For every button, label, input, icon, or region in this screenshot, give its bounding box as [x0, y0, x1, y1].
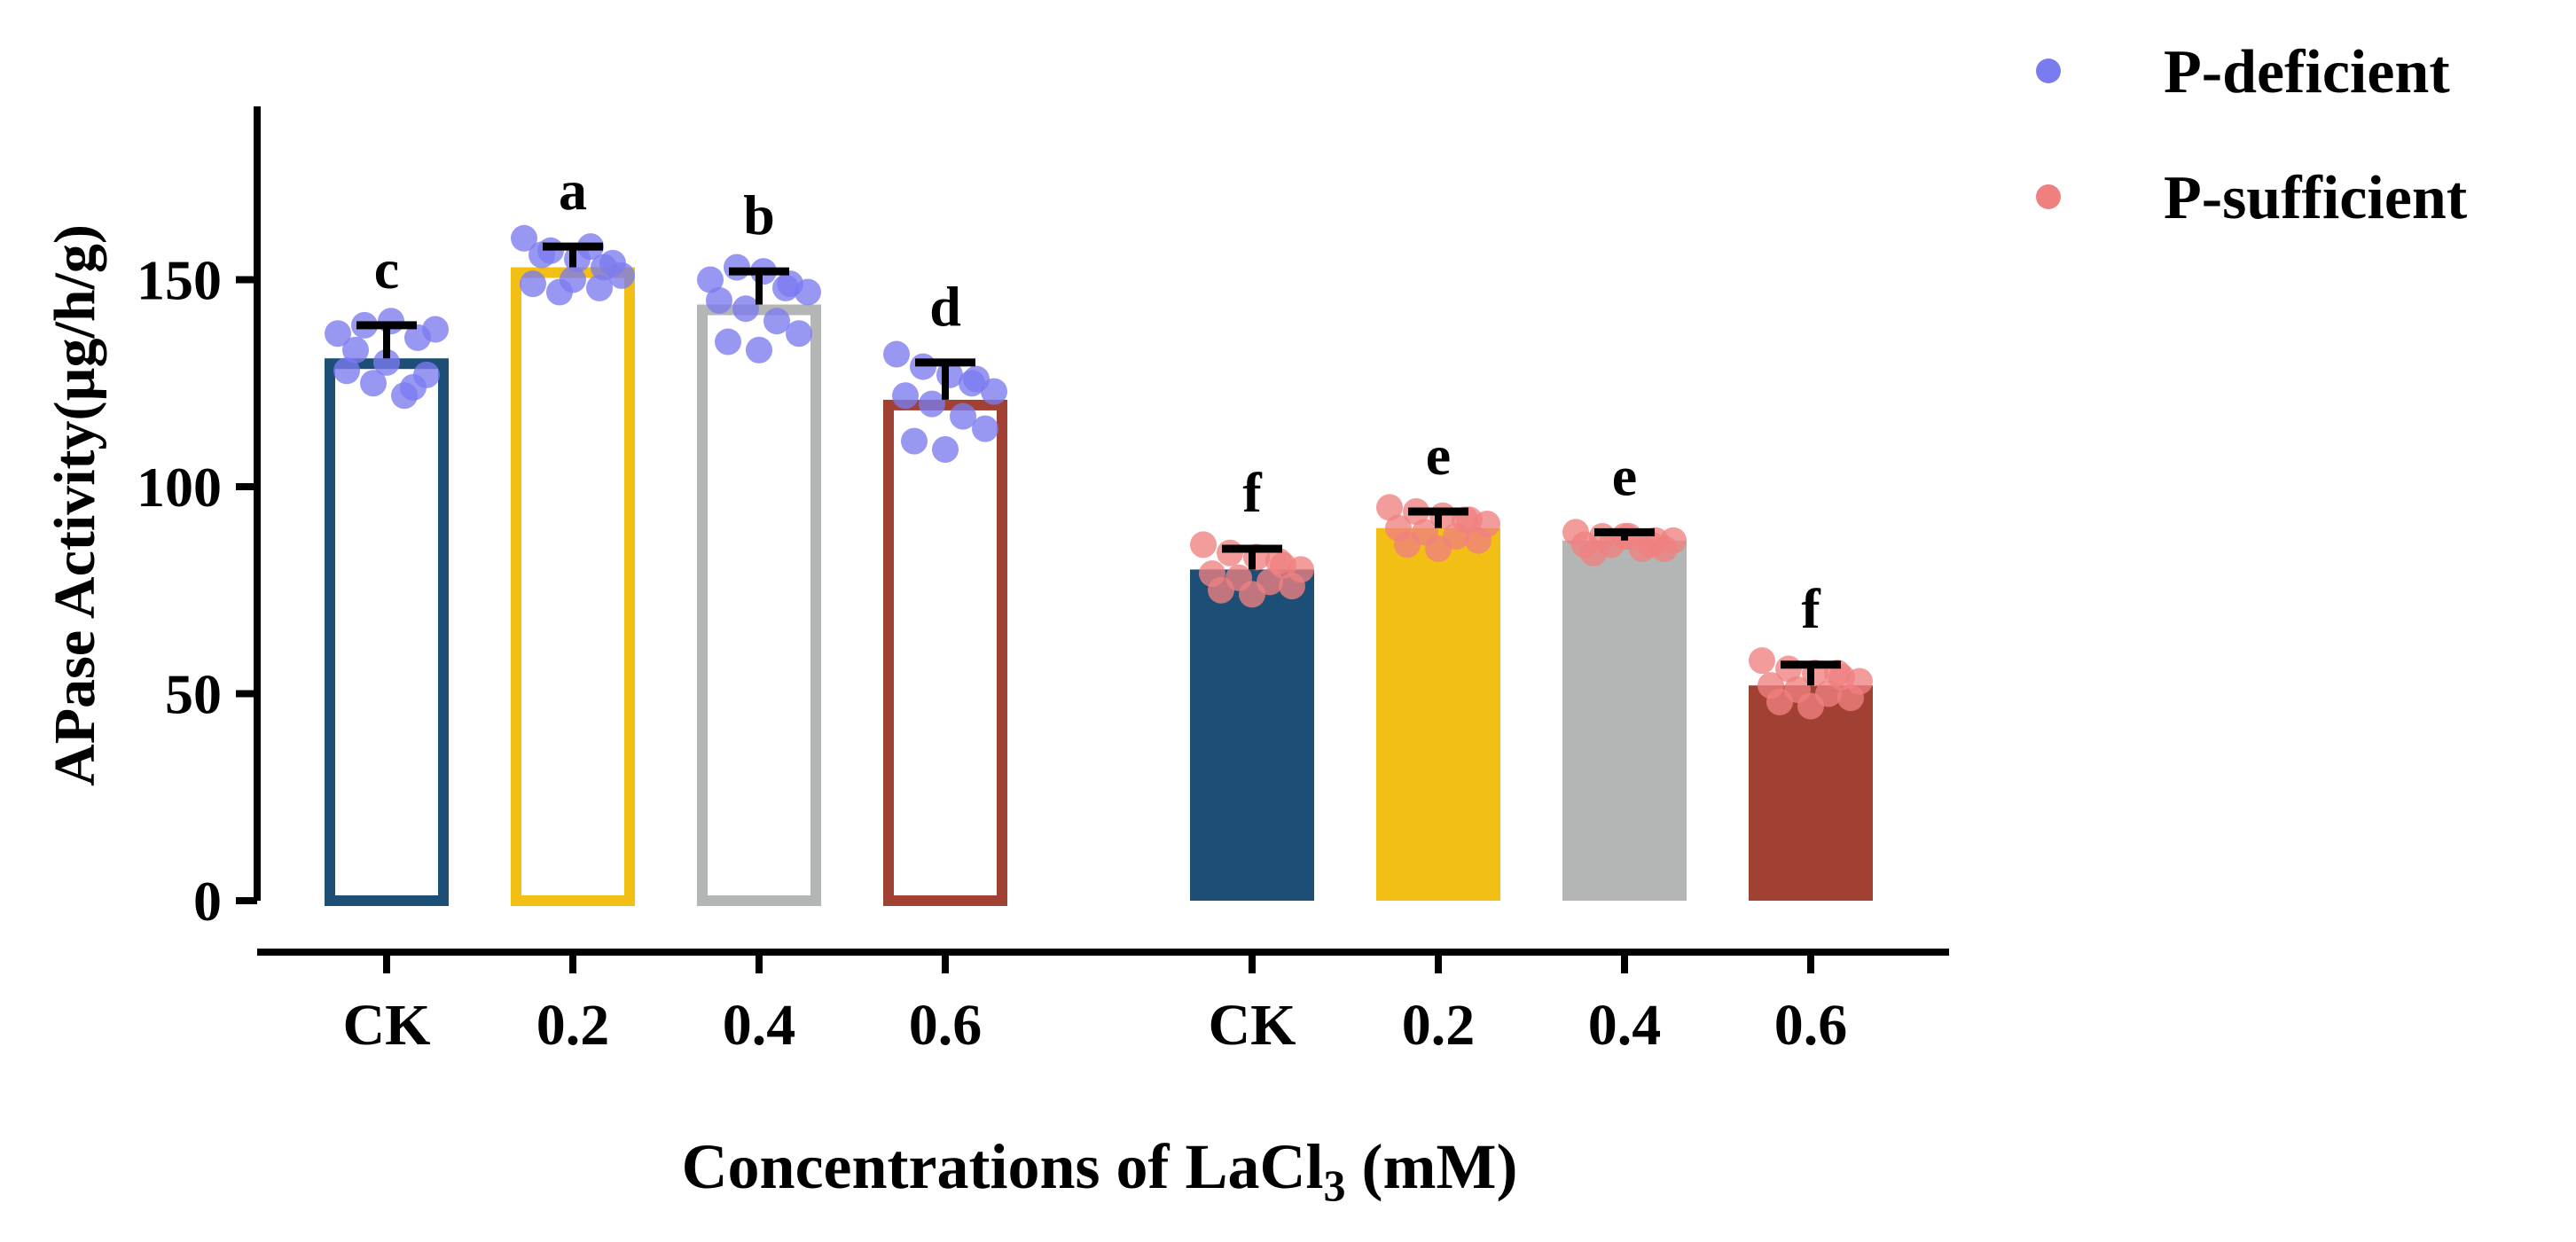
significance-letter: c	[374, 238, 399, 301]
significance-letter: a	[559, 159, 587, 222]
data-point	[373, 348, 400, 376]
data-point	[1265, 548, 1292, 575]
data-point	[715, 328, 741, 355]
data-point	[772, 274, 799, 301]
bar	[1749, 685, 1873, 901]
data-point	[786, 320, 812, 348]
significance-letter: e	[1612, 444, 1637, 507]
legend-marker-p-sufficient	[2036, 184, 2061, 209]
significance-letter: f	[1242, 461, 1262, 524]
data-point	[378, 308, 404, 335]
data-point	[599, 249, 626, 277]
data-point	[972, 415, 998, 442]
data-point	[1394, 531, 1421, 559]
data-point	[520, 270, 546, 298]
bar	[883, 399, 1007, 906]
data-point	[1465, 527, 1492, 554]
x-axis-label-main: Concentrations of LaCl	[682, 1131, 1324, 1202]
data-point	[1190, 531, 1217, 559]
bar	[1376, 527, 1500, 901]
data-point	[910, 353, 936, 380]
data-point	[1580, 539, 1607, 566]
data-point	[325, 320, 351, 348]
y-tick-label: 50	[165, 663, 222, 726]
data-point	[724, 254, 750, 281]
data-point	[1279, 573, 1305, 600]
data-point	[1376, 494, 1403, 521]
data-point	[1208, 576, 1234, 604]
y-ticks: 0 50 100 150	[137, 249, 257, 933]
bar	[697, 304, 821, 906]
data-point	[763, 308, 790, 335]
data-point	[981, 378, 1007, 405]
data-point	[1749, 647, 1775, 675]
data-point	[1425, 535, 1452, 563]
data-point	[1239, 581, 1265, 608]
data-point	[732, 295, 759, 323]
x-tick-label: 0.4	[723, 993, 796, 1058]
y-tick-label: 100	[137, 456, 222, 519]
data-point	[795, 278, 821, 306]
x-tick-label: CK	[1209, 993, 1296, 1058]
x-axis-label-unit: (mM)	[1346, 1131, 1518, 1202]
data-point	[1638, 531, 1664, 559]
data-point	[1797, 692, 1824, 720]
x-axis-label-subscript: 3	[1324, 1160, 1346, 1210]
y-tick-label: 0	[193, 870, 222, 933]
data-point	[706, 286, 732, 314]
legend-marker-p-deficient	[2036, 59, 2061, 83]
data-point	[422, 316, 449, 343]
data-point	[333, 357, 360, 385]
x-tick-label: CK	[343, 993, 431, 1058]
data-point	[883, 340, 910, 368]
x-axis-label: Concentrations of LaCl3 (mM)	[682, 1131, 1518, 1210]
data-point	[746, 336, 772, 363]
data-point	[1766, 688, 1793, 715]
x-tick-label: 0.2	[1402, 993, 1476, 1058]
data-point	[360, 370, 387, 397]
data-point	[1837, 684, 1864, 712]
x-ticks: CK 0.2 0.4 0.6 CK 0.2 0.4 0.6	[343, 952, 1848, 1058]
data-point	[950, 402, 976, 430]
significance-letter: b	[743, 184, 775, 246]
bar	[1562, 540, 1687, 901]
bar	[511, 267, 635, 906]
y-axis-label: APase Activity(µg/h/g)	[43, 224, 107, 786]
data-point	[400, 373, 427, 401]
legend-label-p-sufficient: P-sufficient	[2164, 164, 2467, 232]
significance-letter: e	[1426, 424, 1451, 487]
bar	[1190, 569, 1314, 901]
data-point	[959, 370, 985, 397]
data-point	[697, 266, 724, 293]
legend: P-deficient P-sufficient	[2036, 38, 2467, 232]
bar	[325, 358, 449, 907]
data-point	[342, 336, 369, 363]
plot-area: c a b d f e e f	[325, 159, 1873, 907]
y-tick-label: 150	[137, 249, 222, 312]
data-point	[901, 427, 928, 455]
x-tick-label: 0.4	[1588, 993, 1662, 1058]
data-point	[1217, 539, 1243, 566]
significance-letter: f	[1801, 577, 1820, 640]
data-point	[560, 266, 586, 293]
significance-letter: d	[929, 275, 961, 338]
legend-label-p-deficient: P-deficient	[2164, 38, 2450, 106]
data-point	[892, 382, 919, 410]
data-point	[919, 390, 945, 418]
x-tick-label: 0.6	[909, 993, 983, 1058]
x-tick-label: 0.6	[1774, 993, 1848, 1058]
data-point	[586, 274, 613, 301]
data-point	[932, 435, 959, 463]
data-point	[511, 224, 537, 252]
x-tick-label: 0.2	[536, 993, 610, 1058]
